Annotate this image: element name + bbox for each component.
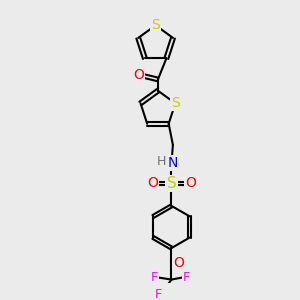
Text: S: S <box>167 176 176 191</box>
Text: O: O <box>133 68 144 82</box>
Text: S: S <box>151 18 160 32</box>
Text: F: F <box>154 288 162 300</box>
Text: F: F <box>182 271 190 284</box>
Text: N: N <box>168 156 178 170</box>
Text: O: O <box>147 176 158 190</box>
Text: F: F <box>151 271 158 284</box>
Text: O: O <box>185 176 196 190</box>
Text: O: O <box>173 256 184 270</box>
Text: H: H <box>157 155 166 168</box>
Text: S: S <box>171 96 180 110</box>
